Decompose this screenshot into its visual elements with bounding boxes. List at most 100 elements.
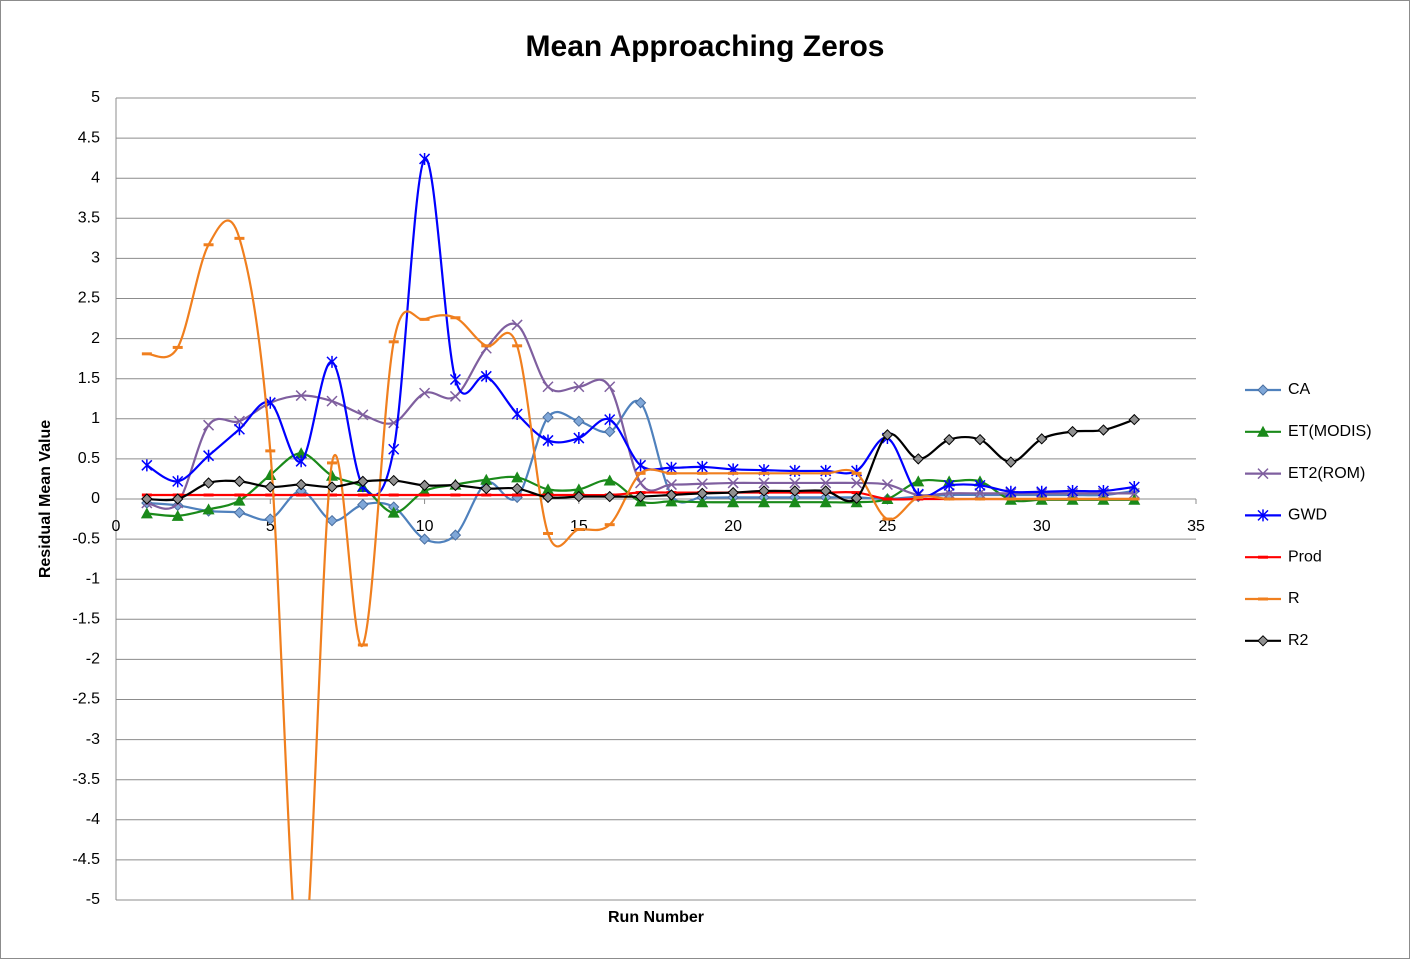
x-tick-label: 30 [1033, 518, 1051, 535]
marker [943, 479, 955, 492]
marker [449, 529, 462, 541]
marker [573, 432, 585, 445]
legend-label: ET(MODIS) [1288, 423, 1372, 440]
marker [820, 485, 832, 497]
marker [1128, 413, 1140, 426]
y-tick-label: 0 [91, 490, 100, 507]
y-tick-label: 3 [91, 250, 100, 267]
x-tick-label: 5 [266, 518, 275, 535]
marker [542, 483, 554, 495]
marker [233, 494, 246, 506]
legend-label: R [1288, 590, 1300, 607]
marker [511, 407, 523, 420]
marker [326, 355, 338, 368]
marker [696, 478, 708, 490]
marker [326, 481, 338, 493]
marker [696, 496, 709, 508]
marker [851, 477, 863, 489]
marker [727, 477, 739, 489]
marker [881, 429, 894, 441]
marker [1257, 384, 1269, 396]
marker [665, 461, 677, 474]
legend: CA ET(MODIS) ET2(ROM) GWD Prod R R2 [1245, 381, 1372, 649]
series-line [146, 219, 1135, 900]
marker [572, 483, 585, 495]
marker [203, 419, 215, 431]
marker [233, 475, 246, 488]
marker [449, 479, 462, 492]
marker [141, 493, 153, 505]
legend-label: CA [1288, 381, 1311, 398]
marker [418, 479, 431, 492]
x-tick-label: 10 [416, 518, 434, 535]
marker [172, 475, 184, 488]
marker [603, 474, 616, 486]
marker [974, 433, 986, 446]
y-tick-label: 2.5 [78, 290, 100, 307]
marker [480, 473, 493, 485]
marker [635, 477, 647, 489]
marker [758, 477, 770, 489]
marker [789, 485, 801, 497]
y-tick-label: 4.5 [78, 129, 100, 146]
marker [1067, 484, 1079, 497]
marker [1097, 424, 1110, 436]
marker [727, 486, 739, 499]
marker [881, 479, 893, 491]
x-tick-label: 20 [724, 518, 742, 535]
y-tick-label: 5 [91, 89, 100, 106]
marker [1036, 433, 1048, 445]
marker [820, 477, 832, 489]
marker [172, 493, 184, 505]
marker [635, 459, 647, 472]
marker [295, 478, 307, 491]
marker [665, 489, 678, 501]
marker [542, 381, 554, 393]
marker [202, 503, 215, 515]
marker [974, 479, 986, 492]
marker [295, 455, 307, 468]
marker [604, 413, 616, 426]
y-tick-label: 1.5 [78, 370, 100, 387]
y-tick-label: 0.5 [78, 450, 100, 467]
marker [357, 498, 369, 511]
marker [850, 492, 863, 504]
x-tick-label: 35 [1187, 518, 1205, 535]
marker [418, 533, 431, 545]
marker [480, 370, 492, 383]
marker [912, 453, 924, 465]
chart-title: Mean Approaching Zeros [526, 30, 885, 63]
legend-label: R2 [1288, 632, 1309, 649]
marker [295, 390, 307, 402]
y-tick-label: -0.5 [72, 530, 100, 547]
marker [665, 479, 677, 491]
y-tick-label: -4 [86, 811, 100, 828]
y-tick-label: -2.5 [72, 691, 100, 708]
marker [604, 425, 616, 438]
marker [604, 490, 616, 503]
marker [1066, 425, 1079, 438]
marker [326, 395, 338, 407]
y-tick-label: -5 [86, 891, 100, 908]
marker [912, 475, 925, 487]
marker [573, 490, 585, 503]
marker [943, 487, 955, 499]
marker [1257, 425, 1269, 437]
plot-area [140, 152, 1141, 900]
marker [449, 390, 461, 402]
marker [1036, 485, 1048, 498]
marker [573, 381, 585, 393]
marker [449, 373, 461, 386]
marker [1128, 480, 1140, 493]
marker [604, 381, 616, 393]
y-tick-label: -1.5 [72, 611, 100, 628]
marker [789, 477, 801, 489]
marker [696, 460, 708, 473]
marker [634, 397, 647, 409]
marker [388, 443, 400, 456]
legend-label: GWD [1288, 507, 1327, 524]
marker [943, 433, 955, 446]
y-tick-label: -3.5 [72, 771, 100, 788]
